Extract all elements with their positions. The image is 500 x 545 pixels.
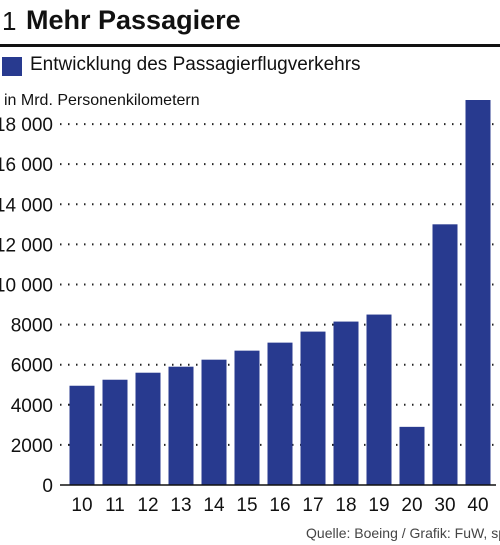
- bar-10: [69, 385, 95, 485]
- y-tick-label: 16 000: [0, 155, 53, 176]
- y-tick-label: 4000: [11, 396, 53, 417]
- bar-14: [201, 359, 227, 485]
- x-tick-label: 12: [137, 495, 158, 516]
- bar-20: [399, 426, 425, 485]
- bar-11: [102, 379, 128, 485]
- x-tick-label: 14: [203, 495, 225, 516]
- bar-19: [366, 314, 392, 485]
- x-tick-label: 18: [335, 495, 356, 516]
- x-tick-label: 20: [401, 495, 422, 516]
- bar-17: [300, 331, 326, 485]
- y-tick-label: 8000: [11, 316, 53, 337]
- y-tick-label: 0: [42, 476, 53, 497]
- bar-15: [234, 350, 260, 485]
- bar-18: [333, 321, 359, 485]
- x-tick-label: 40: [467, 495, 488, 516]
- y-tick-label: 10 000: [0, 275, 53, 296]
- chart-title: Mehr Passagiere: [26, 5, 241, 35]
- y-tick-label: 2000: [11, 436, 53, 457]
- bar-30: [432, 224, 458, 485]
- figure-number: 1: [2, 6, 17, 36]
- bar-13: [168, 366, 194, 485]
- x-tick-label: 17: [302, 495, 323, 516]
- bar-16: [267, 342, 293, 485]
- y-tick-label: 14 000: [0, 195, 53, 216]
- source-credit: Quelle: Boeing / Grafik: FuW, sp: [306, 525, 500, 541]
- x-tick-label: 15: [236, 495, 257, 516]
- bar-12: [135, 372, 161, 485]
- y-tick-label: 18 000: [0, 115, 53, 136]
- legend-label: Entwicklung des Passagierflugverkehrs: [30, 54, 361, 75]
- y-axis-unit-label: in Mrd. Personenkilometern: [4, 92, 200, 109]
- x-tick-label: 19: [368, 495, 389, 516]
- y-tick-label: 6000: [11, 356, 53, 377]
- y-tick-label: 12 000: [0, 235, 53, 256]
- x-tick-label: 13: [170, 495, 191, 516]
- legend-swatch: [2, 57, 22, 76]
- chart-header: 1 Mehr Passagiere: [0, 0, 500, 44]
- x-tick-label: 11: [105, 495, 125, 516]
- bar-40: [465, 100, 491, 485]
- x-tick-label: 30: [434, 495, 455, 516]
- title-rule: [0, 44, 500, 47]
- x-tick-label: 16: [269, 495, 290, 516]
- x-tick-label: 10: [71, 495, 92, 516]
